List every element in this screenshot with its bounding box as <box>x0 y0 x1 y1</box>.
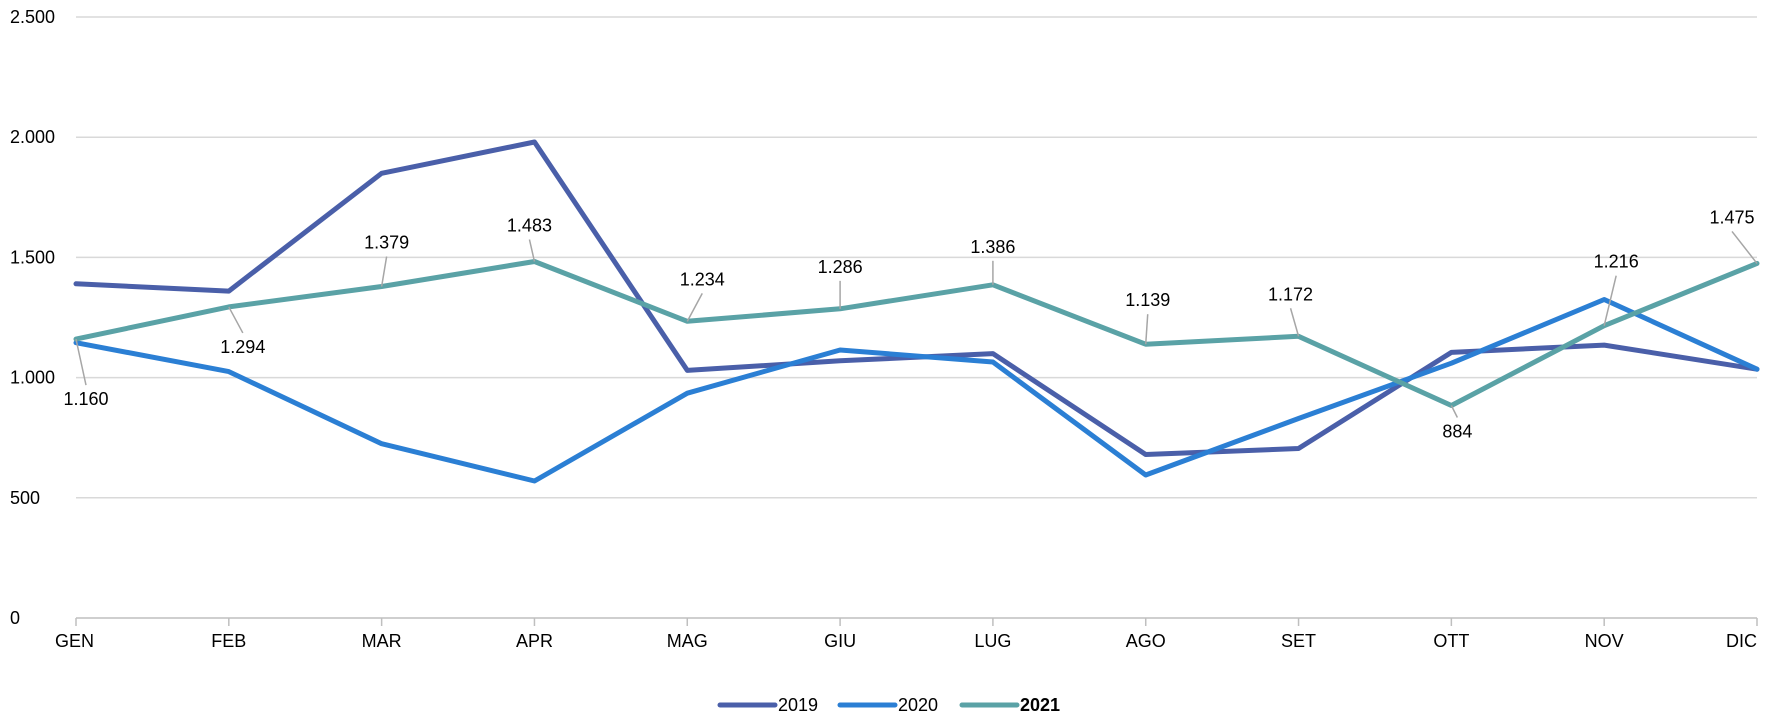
leader-line <box>1603 275 1617 326</box>
x-tick-label: DIC <box>1726 631 1757 651</box>
leader-line <box>686 292 703 322</box>
data-label-leaders <box>75 230 1758 418</box>
y-tick-label: 2.500 <box>10 7 55 27</box>
data-label: 1.386 <box>970 237 1015 257</box>
x-tick-label: MAG <box>667 631 708 651</box>
x-tick-label: FEB <box>211 631 246 651</box>
leader-line <box>380 256 388 287</box>
y-tick-label: 1.500 <box>10 247 55 267</box>
series-line-2021 <box>73 259 1760 408</box>
leader-line <box>1144 314 1149 345</box>
data-label: 1.294 <box>220 337 265 357</box>
series-line-2020 <box>73 297 1760 484</box>
y-tick-label: 500 <box>10 488 40 508</box>
data-label: 1.483 <box>507 215 552 235</box>
data-label: 1.234 <box>680 269 725 289</box>
data-labels: 1.160 1.294 1.379 1.483 1.234 1.286 1.386 1.139… <box>63 207 1754 441</box>
x-axis: GEN FEB MAR APR MAG GIU LUG AGO SET OTT NOV DIC <box>55 618 1758 651</box>
y-tick-label: 2.000 <box>10 127 55 147</box>
data-label: 1.160 <box>63 389 108 409</box>
legend: 2019 2020 2021 <box>717 695 1060 713</box>
data-label: 1.139 <box>1125 290 1170 310</box>
leader-line <box>75 338 87 386</box>
legend-label-2020: 2020 <box>898 695 938 713</box>
x-tick-label: AGO <box>1126 631 1166 651</box>
data-label: 1.475 <box>1709 207 1754 227</box>
x-tick-label: MAR <box>362 631 402 651</box>
legend-label-2019: 2019 <box>778 695 818 713</box>
data-label: 1.172 <box>1268 284 1313 304</box>
gridlines <box>76 16 1757 619</box>
leader-line <box>528 239 536 262</box>
x-tick-label: OTT <box>1433 631 1469 651</box>
data-label: 1.286 <box>818 257 863 277</box>
data-label: 1.216 <box>1594 252 1639 272</box>
leader-line <box>1289 308 1300 337</box>
x-tick-label: GEN <box>55 631 94 651</box>
data-label: 884 <box>1442 421 1472 441</box>
x-tick-label: APR <box>516 631 553 651</box>
y-tick-label: 0 <box>10 608 20 628</box>
leader-line <box>1731 230 1758 264</box>
legend-label-2021: 2021 <box>1020 695 1060 713</box>
leader-line <box>228 306 244 334</box>
y-tick-label: 1.000 <box>10 368 55 388</box>
x-tick-label: NOV <box>1585 631 1624 651</box>
leader-line <box>1450 405 1459 418</box>
x-tick-label: GIU <box>824 631 856 651</box>
data-label: 1.379 <box>364 232 409 252</box>
y-axis: 0 500 1.000 1.500 2.000 2.500 <box>10 7 55 628</box>
x-tick-label: SET <box>1281 631 1316 651</box>
x-tick-label: LUG <box>974 631 1011 651</box>
series-lines <box>73 139 1760 484</box>
